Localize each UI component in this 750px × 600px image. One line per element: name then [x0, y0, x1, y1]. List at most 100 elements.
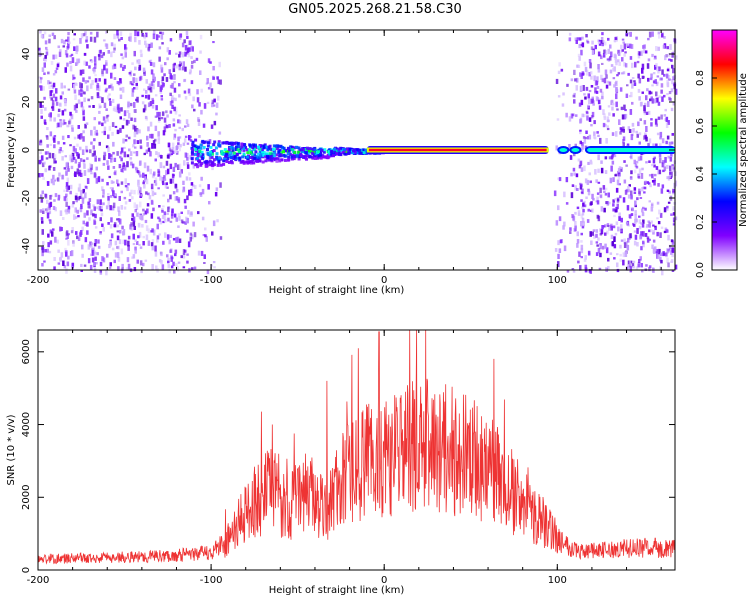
spectrogram-noise-cell	[647, 37, 650, 41]
spectrogram-noise-cell	[622, 126, 625, 131]
spectrogram-noise-cell	[632, 260, 636, 263]
spectrogram-noise-cell	[121, 225, 124, 230]
spectrogram-noise-cell	[151, 173, 155, 179]
spectrogram-noise-cell	[635, 36, 638, 40]
spectrogram-noise-cell	[44, 56, 47, 62]
spectrogram-noise-cell	[590, 75, 593, 80]
spectrogram-noise-cell	[671, 247, 675, 253]
spectrogram-noise-cell	[618, 212, 621, 218]
spectrogram-noise-cell	[601, 225, 604, 230]
spectrogram-noise-cell	[622, 139, 625, 144]
spectrogram-noise-cell	[108, 98, 111, 101]
spectrogram-signal-cell	[191, 152, 195, 156]
spectrogram-noise-cell	[614, 209, 618, 213]
spectrogram-noise-cell	[638, 225, 642, 230]
spectrogram-noise-cell	[177, 261, 181, 264]
spectrogram-signal-cell	[306, 152, 310, 156]
spectrogram-noise-cell	[48, 165, 51, 171]
snr-series-line	[37, 329, 676, 565]
spectrogram-noise-cell	[85, 36, 89, 42]
spectrogram-noise-cell	[599, 137, 602, 144]
spectrogram-noise-cell	[123, 164, 127, 171]
spectrogram-noise-cell	[672, 166, 675, 170]
spectrogram-noise-cell	[666, 80, 669, 86]
spectrogram-noise-cell	[67, 32, 70, 36]
spectrogram-noise-cell	[613, 84, 616, 88]
spectrogram-signal-cell	[217, 159, 221, 163]
spectrogram-signal-cell	[222, 141, 226, 145]
spectrogram-noise-cell	[41, 251, 44, 257]
spectrogram-noise-cell	[640, 50, 643, 56]
spectrogram-noise-cell	[118, 164, 122, 169]
spectrogram-noise-cell	[105, 108, 108, 111]
spectrogram-noise-cell	[628, 260, 632, 265]
spectrogram-noise-cell	[61, 122, 64, 126]
spectrogram-noise-cell	[156, 111, 159, 118]
spectrogram-noise-cell	[580, 244, 584, 250]
spectrogram-noise-cell	[41, 104, 44, 108]
spectrogram-signal-cell	[233, 155, 237, 159]
spectrogram-noise-cell	[159, 154, 162, 158]
spectrogram-noise-cell	[191, 267, 194, 270]
spectrogram-noise-cell	[74, 195, 78, 200]
spectrogram-noise-cell	[611, 106, 614, 111]
spectrogram-noise-cell	[590, 115, 594, 119]
spectrogram-noise-cell	[181, 66, 185, 71]
spectrogram-noise-cell	[85, 61, 88, 66]
spectrogram-noise-cell	[590, 124, 593, 127]
spectrogram-signal-cell	[225, 141, 229, 145]
spectrogram-noise-cell	[619, 229, 623, 233]
spectrogram-noise-cell	[71, 203, 75, 208]
spectrogram-noise-cell	[62, 45, 65, 48]
spectrogram-signal-cell	[236, 148, 240, 152]
spectrogram-noise-cell	[588, 172, 591, 176]
spectrogram-signal-cell	[231, 148, 235, 152]
spectrogram-noise-cell	[149, 86, 153, 93]
spectrogram-noise-cell	[54, 207, 57, 212]
spectrogram-noise-cell	[166, 114, 169, 118]
spectrogram-noise-cell	[165, 170, 168, 176]
spectrogram-noise-cell	[174, 183, 178, 189]
spectrogram-noise-cell	[94, 213, 97, 219]
spectrogram-noise-cell	[647, 182, 651, 185]
spectrogram-noise-cell	[159, 175, 162, 181]
spectrogram-noise-cell	[40, 109, 43, 114]
spectrogram-noise-cell	[630, 213, 634, 216]
spectrogram-noise-cell	[583, 139, 587, 144]
spectrogram-noise-cell	[670, 260, 673, 263]
spectrogram-noise-cell	[182, 189, 185, 193]
spectrogram-noise-cell	[42, 86, 45, 91]
spectrogram-noise-cell	[161, 215, 165, 219]
spectrogram-noise-cell	[142, 172, 145, 178]
spectrogram-noise-cell	[648, 138, 652, 144]
spectrogram-noise-cell	[149, 121, 153, 127]
spectrogram-signal-cell	[282, 153, 286, 157]
spectrogram-noise-cell	[70, 53, 74, 56]
spectrogram-noise-cell	[80, 93, 83, 97]
spectrogram-noise-cell	[188, 190, 191, 196]
spectrogram-noise-cell	[586, 219, 590, 223]
spectrogram-noise-cell	[162, 220, 165, 224]
spectrogram-noise-cell	[52, 180, 55, 186]
spectrogram-noise-cell	[103, 120, 107, 124]
spectrogram-noise-cell	[92, 213, 95, 217]
spectrogram-noise-cell	[574, 225, 577, 232]
spectrogram-noise-cell	[653, 57, 656, 60]
spectrogram-noise-cell	[160, 64, 163, 70]
spectrogram-noise-cell	[121, 56, 125, 60]
spectrogram-noise-cell	[569, 227, 572, 231]
spectrogram-noise-cell	[647, 58, 651, 62]
spectrogram-noise-cell	[630, 91, 633, 98]
spectrogram-noise-cell	[651, 31, 654, 37]
spectrogram-noise-cell	[149, 59, 153, 62]
spectrogram-noise-cell	[40, 115, 43, 119]
spectrogram-signal-cell	[355, 148, 359, 152]
spectrogram-noise-cell	[90, 253, 93, 256]
spectrogram-noise-cell	[636, 133, 639, 138]
spectrogram-noise-cell	[577, 158, 581, 162]
spectrogram-noise-cell	[600, 206, 604, 212]
spectrogram-noise-cell	[103, 130, 106, 136]
spectrogram-noise-cell	[625, 222, 629, 225]
spectrogram-noise-cell	[134, 248, 137, 254]
